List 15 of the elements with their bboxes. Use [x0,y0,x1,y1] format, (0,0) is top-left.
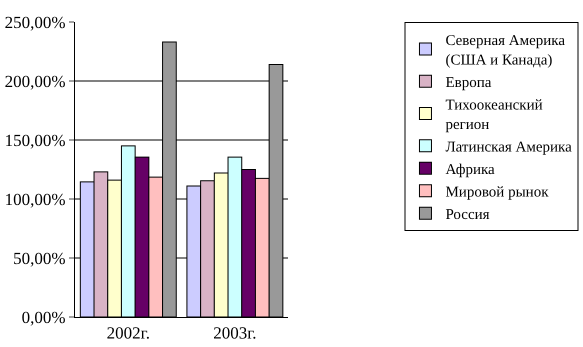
y-tick-label: 0,00% [22,308,66,327]
legend-label: Европа [445,75,492,92]
y-tick-label: 50,00% [13,248,66,268]
y-tick-label: 200,00% [4,72,66,91]
legend-label: Латинская Америка [445,140,572,156]
legend-label: Мировой рынок [445,184,550,201]
legend-label: Африка [445,162,496,178]
legend-label: Россия [445,207,490,224]
y-tick-label: 250,00% [4,12,66,32]
y-tick-label: 150,00% [4,130,66,150]
x-tick-label: 2002г. [106,323,150,342]
legend-label: Тихоокеанский регион [445,98,543,134]
legend-label: Северная Америка (США и Канада) [445,33,566,69]
x-tick-label: 2003г. [213,323,257,342]
y-tick-label: 100,00% [4,190,66,209]
